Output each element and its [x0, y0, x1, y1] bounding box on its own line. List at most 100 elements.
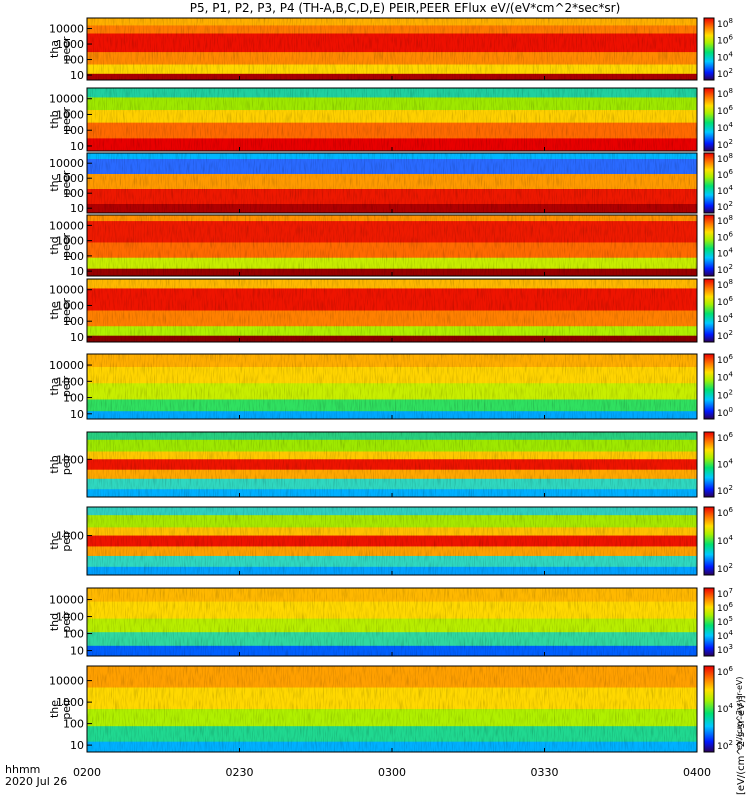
y-tick-label: 1000	[56, 235, 84, 248]
colorbar-tick-label: 104	[717, 629, 733, 642]
y-tick-label: 10	[70, 645, 84, 658]
y-tick-label: 10	[70, 202, 84, 215]
heatmap-texture	[87, 507, 697, 575]
y-tick-label: 100	[63, 392, 84, 405]
colorbar	[703, 87, 715, 152]
y-axis-label: the	[48, 301, 61, 319]
y-axis-label: peer	[60, 233, 73, 259]
heatmap-thd-peer	[87, 215, 697, 277]
y-axis-label: thc	[48, 174, 61, 191]
colorbar	[703, 431, 715, 498]
y-axis-label: thd	[48, 236, 61, 254]
y-tick-label: 1000	[56, 38, 84, 51]
colorbar-tick-label: 106	[717, 353, 733, 366]
heatmap-the-peir	[87, 666, 697, 753]
colorbar-tick-label: 104	[717, 702, 733, 715]
colorbar-tick-label: 104	[717, 247, 733, 260]
y-axis-label: peer	[60, 170, 73, 196]
y-axis-label: peir	[60, 611, 73, 633]
heatmap-the-peer	[87, 279, 697, 343]
colorbar-tick-label: 106	[717, 104, 733, 117]
colorbar-tick-label: 102	[717, 329, 733, 342]
colorbar-tick-label: 104	[717, 312, 733, 325]
colorbar-tick-label: 104	[717, 458, 733, 471]
y-tick-label: 1000	[56, 453, 84, 466]
y-axis-label: peer	[60, 107, 73, 133]
colorbar-tick-label: 106	[717, 230, 733, 243]
y-tick-label: 100	[63, 54, 84, 67]
y-axis-label: thb	[48, 110, 61, 128]
colorbar-tick-label: 106	[717, 168, 733, 181]
colorbar-tick-label: 102	[717, 200, 733, 213]
colorbar-tick-label: 102	[717, 138, 733, 151]
y-tick-label: 10	[70, 69, 84, 82]
time-tick-label: 0200	[73, 766, 101, 779]
colorbar-tick-label: 106	[717, 295, 733, 308]
time-axis-tick-labels: 0200 0230 0300 0330 0400	[73, 766, 711, 779]
heatmap-texture	[87, 588, 697, 656]
y-tick-label: 10	[70, 739, 84, 752]
colorbar-tick-label: 103	[717, 643, 733, 656]
y-tick-label: 100	[63, 250, 84, 263]
y-tick-label: 10	[70, 265, 84, 278]
panel-thd-peer: 10 100 1000 10000 thd peer 102 104 106 108	[48, 214, 733, 278]
colorbar-tick-label: 108	[717, 17, 733, 30]
colorbar-tick-label: 108	[717, 278, 733, 291]
heatmap-texture	[87, 432, 697, 497]
colorbar-tick-label: 104	[717, 184, 733, 197]
colorbar-tick-label: 104	[717, 50, 733, 63]
y-axis-label: peir	[60, 530, 73, 552]
heatmap-thc-peer	[87, 153, 697, 214]
heatmap-texture	[87, 215, 697, 276]
y-axis-label: peir	[60, 375, 73, 397]
colorbar-tick-label: 102	[717, 484, 733, 497]
panel-thc-peer: 10 100 1000 10000 thc peer 102 104 106 108	[48, 152, 733, 215]
time-tick-label: 0400	[683, 766, 711, 779]
colorbar-tick-label: 104	[717, 371, 733, 384]
time-tick-label: 0330	[531, 766, 559, 779]
colorbar-tick-label: 106	[717, 601, 733, 614]
y-tick-label: 1000	[56, 696, 84, 709]
colorbar-tick-label: 102	[717, 67, 733, 80]
y-tick-label: 10000	[49, 675, 84, 688]
heatmap-thc-peir	[87, 507, 697, 576]
colorbar-z-label: eV/(cm^2-s-sr-eV)	[735, 677, 744, 750]
colorbar-tick-label: 104	[717, 121, 733, 134]
y-tick-label: 10000	[49, 23, 84, 36]
y-tick-label: 10000	[49, 594, 84, 607]
colorbar-tick-label: 102	[717, 263, 733, 276]
y-tick-label: 10000	[49, 219, 84, 232]
heatmap-thb-peer	[87, 88, 697, 152]
heatmap-texture	[87, 153, 697, 213]
y-axis-label: peer	[60, 298, 73, 324]
y-axis-label: tha	[48, 40, 61, 58]
y-tick-label: 100	[63, 315, 84, 328]
heatmap-texture	[87, 88, 697, 151]
heatmap-texture	[87, 354, 697, 419]
y-tick-label: 10	[70, 140, 84, 153]
time-tick-label: 0230	[226, 766, 254, 779]
y-tick-label: 1000	[56, 611, 84, 624]
colorbar-tick-label: 104	[717, 534, 733, 547]
heatmap-texture	[87, 666, 697, 752]
colorbar-tick-label: 102	[717, 739, 733, 752]
panels-group: 10 100 1000 10000 tha peer 102 104 106 108 10 100 10…	[48, 17, 744, 753]
panel-thb-peer: 10 100 1000 10000 thb peer 102 104 106 108	[48, 87, 733, 153]
colorbar-tick-label: 106	[717, 431, 733, 444]
y-axis-label: thd	[48, 613, 61, 631]
time-axis-row-label: hhmm	[5, 763, 40, 776]
colorbar-tick-label: 102	[717, 562, 733, 575]
y-tick-label: 1000	[56, 375, 84, 388]
y-tick-label: 1000	[56, 172, 84, 185]
colorbar-tick-label: 106	[717, 34, 733, 47]
colorbar-tick-label: 107	[717, 587, 733, 600]
heatmap-tha-peir	[87, 354, 697, 420]
y-tick-label: 1000	[56, 108, 84, 121]
y-tick-label: 100	[63, 187, 84, 200]
colorbar-tick-label: 108	[717, 87, 733, 100]
